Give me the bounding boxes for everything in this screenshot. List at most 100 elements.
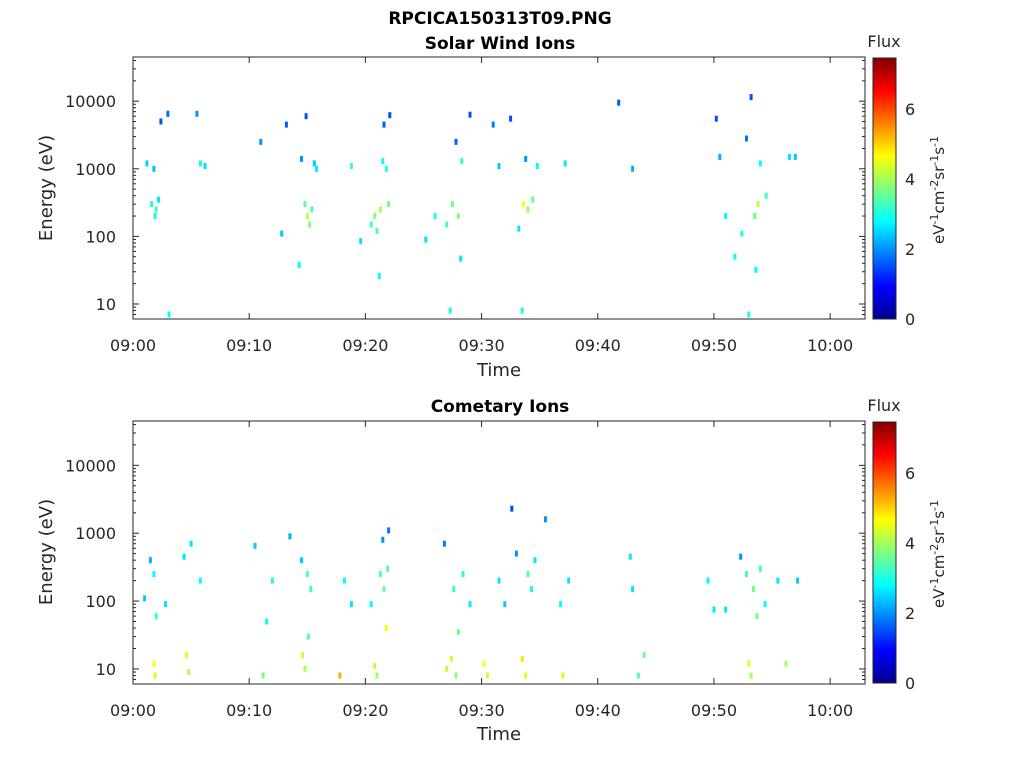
spectrogram-cell <box>517 225 521 232</box>
spectrogram-cell <box>724 606 728 613</box>
colorbar-tick-label: 6 <box>905 464 915 483</box>
spectrogram-cell <box>270 577 274 584</box>
spectrogram-cell <box>424 236 428 243</box>
plot-area <box>132 420 866 685</box>
spectrogram-cell <box>386 565 389 572</box>
x-tick-label: 09:10 <box>226 336 272 355</box>
spectrogram-cell <box>303 201 307 208</box>
spectrogram-cell <box>148 557 152 564</box>
spectrogram-cell <box>491 121 495 128</box>
y-tick-label: 100 <box>85 592 116 611</box>
spectrogram-cell <box>343 577 346 584</box>
spectrogram-cell <box>753 213 757 219</box>
spectrogram-cell <box>531 196 535 203</box>
x-tick-label: 09:30 <box>459 701 505 720</box>
spectrogram-cell <box>164 601 167 608</box>
spectrogram-cell <box>796 577 800 584</box>
spectrogram-cell <box>530 586 533 593</box>
spectrogram-cell <box>733 253 737 260</box>
spectrogram-cell <box>349 163 353 169</box>
x-tick-label: 09:20 <box>342 701 388 720</box>
spectrogram-cell <box>309 586 313 593</box>
spectrogram-cell <box>449 656 453 662</box>
spectrogram-cell <box>301 652 305 659</box>
colorbar-tick-label: 0 <box>905 310 915 329</box>
x-tick-label: 09:30 <box>459 336 505 355</box>
spectrogram-cell <box>306 633 310 640</box>
solar-wind-panel: Solar Wind Ions 09:00 09:10 09:20 09:30 09:4… <box>36 32 948 381</box>
x-tick-label: 09:20 <box>342 336 388 355</box>
spectrogram-cell <box>739 553 743 560</box>
x-tick-label: 10:00 <box>807 336 853 355</box>
spectrogram-cell <box>203 163 207 169</box>
panel-title: Solar Wind Ions <box>425 34 576 54</box>
colorbar-unit: eV-1cm-2sr-1s-1 <box>928 136 948 244</box>
x-axis-label: Time <box>476 360 521 381</box>
y-axis-label: Energy (eV) <box>36 135 57 241</box>
spectrogram-cell <box>305 213 309 219</box>
spectrogram-cell <box>387 201 391 208</box>
colorbar <box>872 421 897 684</box>
spectrogram-cell <box>636 672 640 679</box>
spectrogram-cell <box>793 153 797 160</box>
spectrogram-cell <box>456 213 460 219</box>
y-tick-label: 100 <box>85 227 116 246</box>
spectrogram-cell <box>152 571 156 578</box>
spectrogram-cell <box>468 111 472 118</box>
spectrogram-cell <box>628 553 632 560</box>
spectrogram-cell <box>359 238 363 245</box>
colorbar-tick-label: 2 <box>905 604 915 623</box>
y-tick-label: 10 <box>96 295 116 314</box>
x-tick-label: 09:50 <box>691 336 737 355</box>
spectrogram-cell <box>349 601 353 608</box>
colorbar-tick-label: 4 <box>905 170 915 189</box>
y-tick-label: 10000 <box>65 456 116 475</box>
spectrogram-cell <box>460 158 464 165</box>
spectrogram-cell <box>712 606 716 613</box>
spectrogram-cell <box>381 158 385 165</box>
colorbar-tick-label: 6 <box>905 100 915 119</box>
spectrogram-cells <box>143 505 800 679</box>
spectrogram-cell <box>384 625 388 632</box>
spectrogram-cell <box>375 228 379 234</box>
spectrogram-cell <box>288 533 292 540</box>
spectrogram-cell <box>310 206 314 213</box>
spectrogram-cell <box>198 577 202 584</box>
spectrogram-cell <box>642 652 646 659</box>
spectrogram-cell <box>535 163 539 169</box>
spectrogram-cell <box>189 540 193 547</box>
spectrogram-cell <box>382 586 386 593</box>
spectrogram-cell <box>315 165 319 172</box>
spectrogram-cell <box>745 571 748 578</box>
spectrogram-cell <box>157 196 161 203</box>
spectrogram-cell <box>445 221 449 228</box>
spectrogram-cell <box>369 221 373 228</box>
spectrogram-cell <box>433 213 437 219</box>
spectrogram-cell <box>503 601 507 608</box>
colorbar-tick-label: 0 <box>905 674 915 693</box>
spectrogram-cell <box>747 660 751 667</box>
spectrogram-cell <box>198 160 202 167</box>
spectrogram-cell <box>300 557 303 564</box>
spectrogram-cell <box>563 160 567 167</box>
spectrogram-cell <box>445 665 449 672</box>
spectrogram-cell <box>143 595 147 602</box>
spectrogram-cell <box>520 307 524 314</box>
spectrogram-cell <box>152 660 156 667</box>
spectrogram-cell <box>305 571 309 578</box>
spectrogram-cell <box>747 311 751 318</box>
spectrogram-cell <box>382 121 386 128</box>
spectrogram-cell <box>184 652 188 659</box>
spectrogram-cell <box>724 213 728 219</box>
x-tick-label: 09:50 <box>691 701 737 720</box>
spectrogram-cell <box>755 613 759 620</box>
x-tick-label: 10:00 <box>807 701 853 720</box>
spectrogram-cell <box>182 553 186 560</box>
spectrogram-cell <box>454 138 458 145</box>
spectrogram-cell <box>154 206 158 213</box>
spectrogram-cell <box>154 613 158 620</box>
spectrogram-cell <box>388 112 392 119</box>
spectrogram-cell <box>153 672 157 679</box>
spectrogram-cell <box>485 672 489 679</box>
